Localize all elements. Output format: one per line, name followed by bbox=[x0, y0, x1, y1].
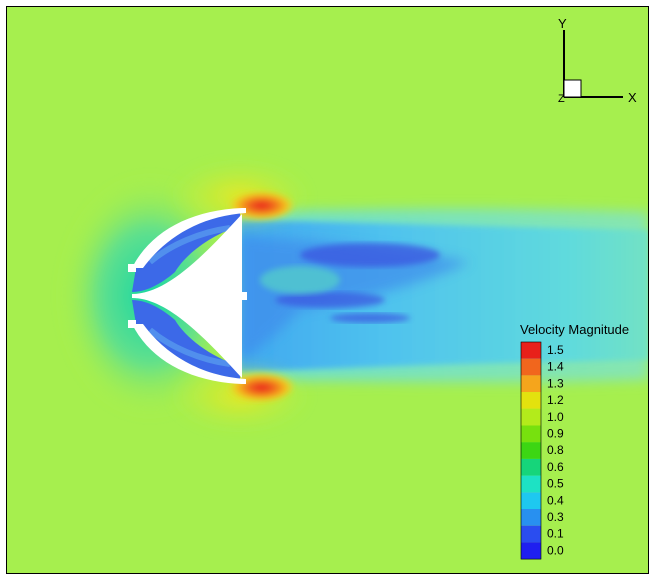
legend-swatch bbox=[521, 542, 541, 560]
legend-tick-labels: 1.5 1.4 1.3 1.2 1.0 0.9 0.8 0.6 0.5 0.4 0.3 0.1 0.0 bbox=[547, 343, 564, 557]
legend-swatch bbox=[521, 492, 541, 509]
legend-swatch bbox=[521, 342, 541, 359]
legend-tick-label: 0.1 bbox=[547, 527, 564, 541]
legend-tick-label: 1.0 bbox=[547, 410, 564, 424]
legend-swatch bbox=[521, 475, 541, 493]
legend-tick-label: 0.5 bbox=[547, 477, 564, 491]
legend-tick-label: 1.2 bbox=[547, 393, 564, 407]
legend-tick-label: 0.3 bbox=[547, 510, 564, 524]
legend-swatch bbox=[521, 375, 541, 393]
legend-title: Velocity Magnitude bbox=[520, 322, 629, 337]
legend-tick-label: 1.3 bbox=[547, 376, 564, 390]
legend-swatch bbox=[521, 425, 541, 443]
legend-tick-label: 0.4 bbox=[547, 493, 564, 507]
legend-tick-label: 0.0 bbox=[547, 543, 564, 557]
legend-swatch bbox=[521, 509, 541, 526]
legend-tick-label: 0.8 bbox=[547, 443, 564, 457]
legend-tick-label: 1.5 bbox=[547, 343, 564, 357]
legend-colorbar bbox=[520, 341, 542, 560]
legend-swatch bbox=[521, 525, 541, 543]
y-axis-label: Y bbox=[558, 16, 567, 31]
legend-swatch bbox=[521, 392, 541, 409]
capsule-body bbox=[128, 208, 247, 384]
legend-swatch bbox=[521, 408, 541, 426]
recirculation-zone bbox=[132, 210, 240, 382]
z-axis-label: Z bbox=[558, 93, 565, 105]
legend: Velocity Magnitude 1.5 1.4 1.3 1.2 1.0 0.9 0.8… bbox=[520, 322, 629, 560]
legend-tick-label: 0.6 bbox=[547, 460, 564, 474]
legend-swatch bbox=[521, 442, 541, 459]
legend-swatch bbox=[521, 458, 541, 476]
legend-tick-label: 0.9 bbox=[547, 427, 564, 441]
legend-swatch bbox=[521, 358, 541, 376]
legend-tick-label: 1.4 bbox=[547, 360, 564, 374]
wake-region bbox=[238, 208, 649, 383]
axis-triad: Y X Z bbox=[558, 16, 637, 105]
legend-colorbar-border bbox=[520, 341, 542, 560]
x-axis-label: X bbox=[628, 90, 637, 105]
